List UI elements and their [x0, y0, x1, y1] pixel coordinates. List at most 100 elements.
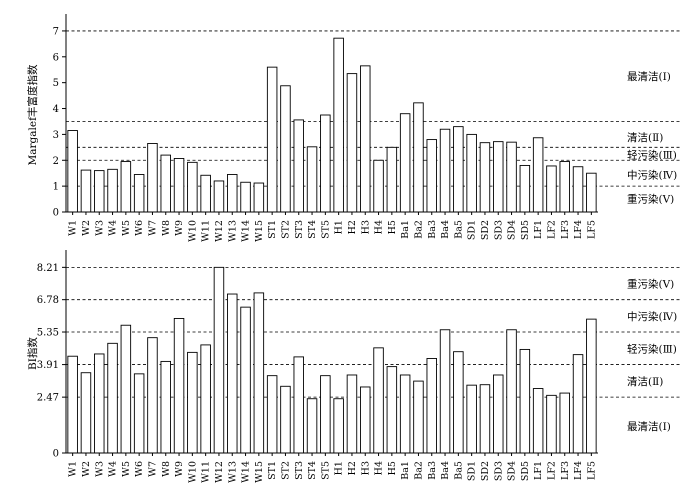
chart2-bar-Ba1	[399, 374, 411, 454]
chart1-category-label: W1	[68, 220, 79, 236]
chart2-category-label: W12	[214, 461, 225, 483]
chart1-category-label: Ba1	[400, 220, 411, 239]
chart1-category-label: W6	[134, 220, 145, 236]
chart1-y-tick-label: 0	[53, 208, 59, 219]
chart2-bar-Ba4	[439, 329, 451, 454]
chart2-bar-W15	[253, 292, 265, 454]
chart2-category-label: Ba3	[427, 461, 438, 480]
chart1-bar-ST4	[306, 146, 318, 213]
chart1-bar-SD4	[506, 141, 517, 213]
chart2-category-label: SD1	[467, 461, 478, 481]
chart1-category-label: W3	[94, 220, 105, 236]
chart2-bar-H1	[333, 398, 344, 454]
chart2-bar-ST3	[293, 356, 304, 454]
chart2-bar-Ba3	[426, 358, 437, 454]
chart1-category-label: LF3	[560, 220, 571, 239]
chart2-bar-SD4	[506, 329, 517, 454]
chart1-bar-SD1	[466, 133, 477, 213]
chart1-bar-LF2	[546, 165, 557, 213]
chart2-y-tick-label: 8.21	[37, 263, 59, 274]
chart2-category-label: Ba1	[400, 461, 411, 480]
chart1-y-tick-label: 6	[53, 52, 59, 63]
chart1-bar-Ba2	[413, 102, 424, 213]
chart1-bar-H5	[386, 146, 398, 213]
chart1-bar-Ba3	[426, 139, 437, 213]
chart1-bar-W3	[94, 170, 105, 213]
chart1-category-label: W14	[241, 220, 252, 242]
chart1-zone-label: 清洁(Ⅱ)	[627, 131, 663, 144]
chart1-bar-W10	[187, 161, 198, 213]
chart1-category-label: Ba4	[440, 220, 451, 239]
chart1-y-tick-label: 7	[53, 26, 59, 37]
chart1-category-label: W13	[227, 220, 238, 242]
chart1-bar-W14	[240, 181, 251, 213]
chart1-zone-label: 重污染(Ⅴ)	[627, 193, 674, 206]
chart1-zone-label: 最清洁(Ⅰ)	[627, 70, 671, 83]
chart2-zone-label: 最清洁(Ⅰ)	[627, 420, 671, 433]
chart2-bar-W4	[107, 342, 118, 454]
chart2-category-label: W6	[134, 461, 145, 477]
chart1-y-tick-label: 3	[53, 130, 59, 141]
chart1-bar-ST2	[280, 85, 291, 213]
chart2-bar-H2	[346, 374, 358, 454]
chart2-y-tick-label: 0	[53, 449, 59, 460]
chart2-bar-W11	[200, 344, 211, 454]
chart1-bar-H4	[373, 159, 384, 213]
chart2-bar-W6	[133, 373, 145, 454]
chart1-y-tick-label: 5	[53, 78, 59, 89]
chart2-bar-W3	[94, 353, 105, 454]
chart1-category-label: W9	[174, 220, 185, 236]
chart1-category-label: LF2	[546, 220, 557, 239]
chart2-bar-H5	[386, 366, 398, 454]
chart1-category-label: ST1	[267, 220, 278, 239]
chart1-category-label: H3	[360, 220, 371, 234]
chart2-bar-W5	[120, 324, 132, 454]
chart1-category-label: LF5	[586, 220, 597, 239]
chart2-bar-H4	[373, 347, 384, 454]
chart1-bar-H2	[346, 73, 358, 213]
chart2-category-label: Ba5	[453, 461, 464, 480]
chart2-category-label: W11	[201, 461, 212, 483]
chart1-bar-H3	[360, 65, 371, 213]
chart1-category-label: ST4	[307, 220, 318, 239]
chart2-category-label: W2	[81, 461, 92, 477]
chart2-category-label: W15	[254, 461, 265, 483]
chart2-bar-ST5	[320, 375, 331, 454]
chart1-category-label: SD5	[520, 220, 531, 240]
chart2-category-label: W7	[147, 461, 158, 477]
chart1-bar-LF1	[532, 137, 544, 213]
chart1-bar-ST5	[320, 114, 331, 213]
chart1-bar-W4	[107, 168, 118, 213]
chart1-category-label: W10	[187, 220, 198, 242]
chart1-bar-LF4	[572, 166, 584, 213]
chart2-category-label: W13	[227, 461, 238, 483]
chart2-category-label: Ba2	[413, 461, 424, 480]
chart1-bar-SD2	[479, 142, 491, 213]
chart1-y-axis-label: Margalef丰富度指数	[26, 64, 39, 165]
chart1-category-label: LF4	[573, 220, 584, 239]
chart2-category-label: W9	[174, 461, 185, 477]
chart2-bar-Ba5	[453, 351, 464, 454]
chart2-bar-SD2	[479, 384, 491, 454]
chart1-category-label: H4	[374, 220, 385, 234]
chart1-bar-W6	[133, 174, 145, 213]
chart1-bar-W13	[227, 174, 238, 213]
chart1-category-label: W2	[81, 220, 92, 236]
chart1-bar-LF3	[559, 161, 570, 213]
chart1-category-label: ST3	[294, 220, 305, 239]
chart2-category-label: W8	[161, 461, 172, 477]
chart1-bar-H1	[333, 37, 344, 213]
chart1-bar-LF5	[586, 172, 597, 213]
chart2-category-label: W10	[187, 461, 198, 483]
chart2-category-label: W4	[108, 461, 119, 477]
chart2-bar-W9	[173, 317, 185, 454]
chart1-category-label: H2	[347, 220, 358, 234]
chart2-category-label: ST4	[307, 461, 318, 480]
chart2-bar-LF3	[559, 392, 570, 454]
chart1-bar-Ba4	[439, 128, 451, 213]
chart2-category-label: SD4	[507, 461, 518, 481]
chart1-category-label: W4	[108, 220, 119, 236]
chart2-category-label: ST2	[280, 461, 291, 480]
chart2-zone-label: 重污染(Ⅴ)	[627, 277, 674, 290]
